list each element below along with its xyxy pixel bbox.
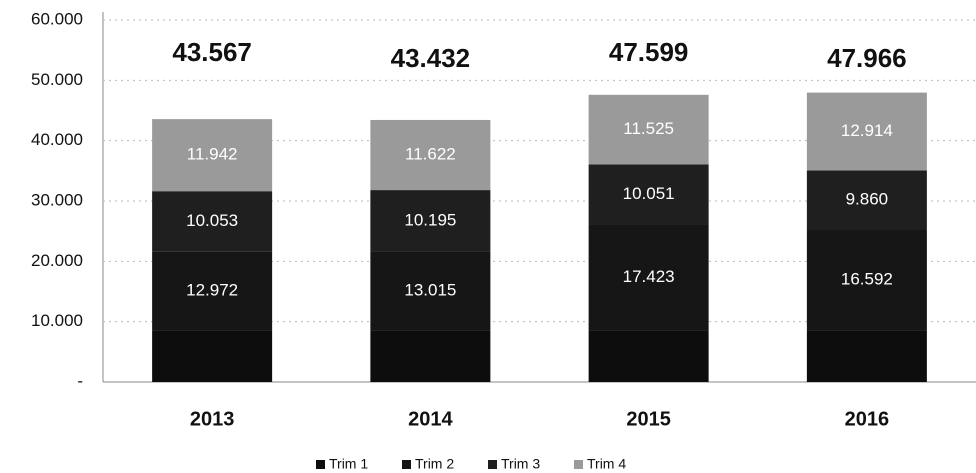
bar-segment: [588, 330, 709, 382]
segment-label: 17.423: [623, 267, 675, 286]
bar-segment: [806, 230, 927, 331]
segment-label: 11.525: [623, 119, 674, 138]
segment-label: 12.972: [186, 280, 238, 299]
bar-segment: [370, 251, 491, 331]
bar-segment: [588, 94, 709, 165]
legend-label: Trim 3: [501, 456, 540, 472]
y-tick-label: 60.000: [31, 9, 83, 28]
legend-label: Trim 1: [329, 456, 368, 472]
segment-label: 11.942: [187, 145, 238, 164]
y-tick-label: 20.000: [31, 251, 83, 270]
segment-label: 10.051: [623, 184, 675, 203]
segment-label: 10.195: [404, 210, 456, 229]
x-tick-label: 2014: [408, 408, 453, 430]
y-tick-label: 30.000: [31, 190, 83, 209]
bar-segment: [588, 224, 709, 331]
bar-segment: [370, 330, 491, 382]
bar-segment: [806, 170, 927, 231]
segment-label: 16.592: [841, 270, 893, 289]
legend-label: Trim 4: [587, 456, 626, 472]
total-label: 47.599: [609, 37, 689, 67]
bar-segment: [152, 330, 273, 382]
y-tick-label: -: [77, 371, 83, 390]
bar-segment: [370, 190, 491, 252]
legend-swatch: [488, 460, 497, 469]
total-label: 43.567: [172, 37, 252, 67]
segment-label: 13.015: [404, 280, 456, 299]
bar-segment: [806, 330, 927, 382]
bar-segment: [152, 191, 273, 252]
y-tick-label: 10.000: [31, 311, 83, 330]
x-tick-label: 2016: [845, 408, 890, 430]
bar-segment: [152, 119, 273, 192]
bar-segment: [152, 251, 273, 331]
y-tick-label: 40.000: [31, 130, 83, 149]
x-tick-label: 2015: [626, 408, 671, 430]
y-tick-label: 50.000: [31, 70, 83, 89]
legend-swatch: [316, 460, 325, 469]
legend-swatch: [402, 460, 411, 469]
segment-label: 10.053: [186, 211, 238, 230]
bar-segment: [806, 92, 927, 171]
total-label: 43.432: [391, 43, 471, 73]
legend-label: Trim 2: [415, 456, 454, 472]
legend-swatch: [574, 460, 583, 469]
x-tick-label: 2013: [190, 408, 235, 430]
segment-label: 9.860: [846, 190, 889, 209]
segment-label: 12.914: [841, 121, 893, 140]
bar-segment: [588, 164, 709, 225]
segment-label: 11.622: [405, 145, 456, 164]
bar-segment: [370, 119, 491, 191]
total-label: 47.966: [827, 43, 907, 73]
